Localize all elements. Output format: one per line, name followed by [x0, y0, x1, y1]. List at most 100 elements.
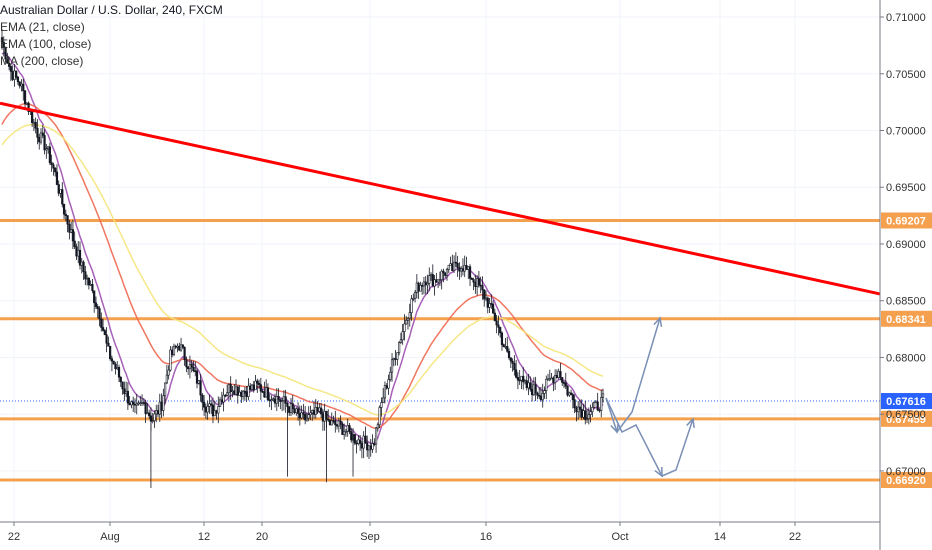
candle-body — [371, 443, 374, 450]
candle-body — [61, 189, 64, 205]
candle-body — [103, 330, 106, 336]
moving-averages — [1, 51, 604, 445]
candle-body — [550, 377, 553, 380]
candle-body — [234, 386, 238, 395]
candle-body — [401, 331, 404, 341]
chart-title: Australian Dollar / U.S. Dollar, 240, FX… — [0, 3, 223, 17]
candle-body — [130, 401, 133, 406]
candle-body — [270, 399, 273, 402]
candle-body — [486, 297, 489, 308]
candle-body — [548, 378, 551, 381]
candle-body — [169, 349, 172, 371]
candle-body — [179, 344, 183, 351]
candle-body — [96, 306, 99, 309]
level-price-tag — [881, 472, 932, 489]
candle-body — [477, 278, 480, 286]
level-price-tag — [881, 310, 932, 327]
candle-body — [532, 384, 535, 396]
candle-body — [428, 275, 431, 284]
candle-body — [374, 427, 378, 445]
candle-body — [2, 41, 5, 48]
ema21-line — [1, 51, 604, 445]
candle-body — [561, 377, 564, 383]
candle-body — [229, 384, 232, 393]
candle-body — [247, 385, 250, 397]
candle-body — [257, 382, 261, 385]
candle-body — [447, 264, 450, 270]
candle-body — [286, 403, 289, 407]
candle-body — [467, 266, 470, 270]
candle-body — [201, 394, 204, 403]
candle-body — [185, 359, 188, 368]
candle-body — [140, 402, 144, 404]
candle-body — [309, 412, 312, 416]
legend-ma200: MA (200, close) — [0, 54, 84, 68]
candle-body — [296, 408, 300, 414]
candle-body — [164, 382, 167, 397]
candle-body — [479, 284, 482, 287]
candle-body — [279, 399, 282, 402]
candle-body — [463, 265, 466, 272]
candle-body — [153, 413, 156, 421]
candle-body — [197, 380, 200, 384]
candle-body — [380, 402, 383, 408]
candle-body — [289, 403, 293, 413]
candle-body — [226, 392, 229, 396]
candle-body — [275, 396, 278, 404]
candle-body — [110, 358, 114, 362]
candle-body — [218, 399, 222, 407]
candle-body — [87, 277, 90, 286]
candle-body — [50, 162, 53, 166]
candle-body — [596, 401, 599, 411]
x-tick-label: Sep — [360, 531, 380, 543]
candle-body — [217, 406, 220, 414]
x-tick-label: Oct — [611, 531, 628, 543]
candle-body — [6, 58, 9, 64]
candle-body — [149, 415, 153, 422]
candle-body — [84, 271, 87, 280]
candle-body — [335, 424, 339, 427]
candle-body — [321, 413, 324, 422]
candle-body — [178, 345, 181, 351]
candle-body — [516, 377, 520, 381]
candle-body — [435, 279, 438, 283]
candle-body — [378, 407, 381, 426]
candle-body — [222, 394, 225, 403]
projection-path-down — [605, 397, 694, 477]
candle-body — [55, 171, 59, 185]
candle-body — [320, 407, 323, 415]
candle-body — [419, 285, 422, 292]
candle-body — [261, 390, 264, 393]
candle-body — [213, 410, 216, 417]
candle-body — [415, 282, 418, 293]
candle-body — [39, 132, 43, 143]
candle-body — [591, 407, 594, 413]
candle-body — [385, 385, 388, 389]
candle-body — [9, 66, 12, 72]
candle-body — [11, 71, 14, 80]
candle-body — [245, 391, 248, 397]
candle-body — [109, 345, 112, 360]
candle-body — [132, 401, 135, 405]
candle-body — [318, 407, 321, 412]
candle-body — [571, 394, 574, 400]
candle-body — [250, 384, 254, 390]
candle-body — [80, 261, 83, 266]
candle-body — [256, 380, 259, 384]
candle-body — [105, 334, 108, 344]
candle-body — [100, 318, 103, 328]
candle-body — [541, 393, 544, 401]
candle-body — [440, 270, 443, 280]
candle-body — [66, 215, 69, 225]
candle-body — [22, 83, 25, 92]
candle-body — [64, 213, 67, 216]
candle-body — [93, 290, 96, 304]
candle-body — [77, 249, 80, 257]
candle-body — [518, 379, 521, 382]
candle-body — [23, 90, 27, 105]
candle-body — [348, 425, 351, 432]
candle-body — [48, 146, 51, 163]
candle-body — [530, 388, 534, 396]
